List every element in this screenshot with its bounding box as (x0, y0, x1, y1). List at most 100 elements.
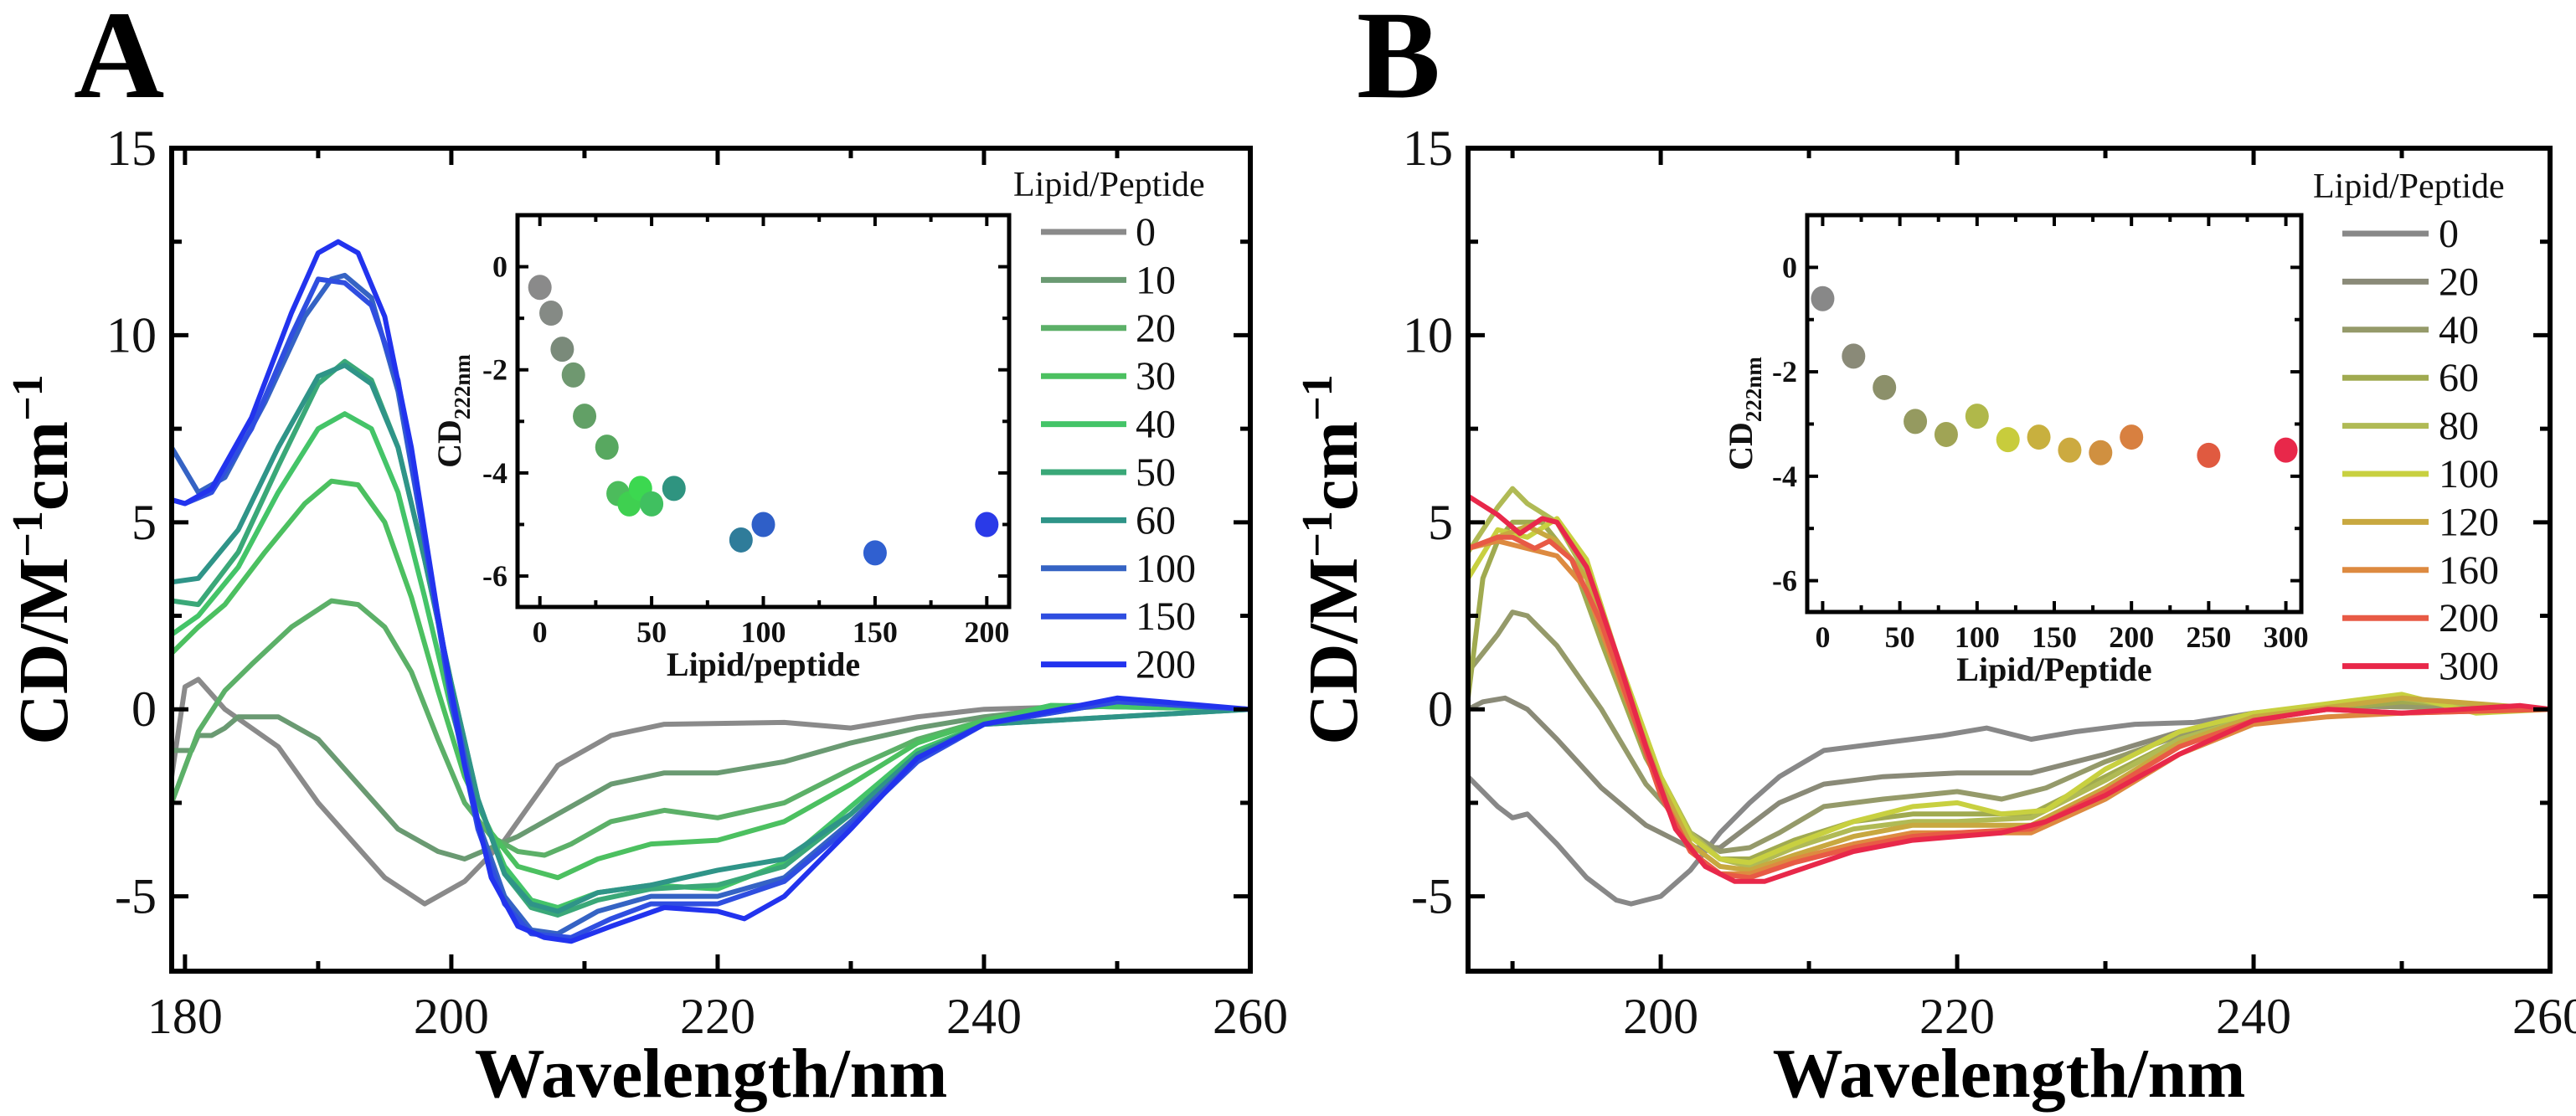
legend-label: 0 (1136, 210, 1156, 255)
inset-data-point (662, 476, 686, 501)
inset-data-point (975, 512, 999, 537)
inset-data-point (2058, 437, 2082, 463)
series-line-20 (172, 598, 1250, 858)
x-tick-label: 180 (147, 989, 223, 1044)
legend-item: 60 (1041, 498, 1176, 543)
inset-x-axis-title: Lipid/Peptide (1956, 651, 2151, 688)
inset-data-point (539, 301, 564, 326)
x-axis-title: Wavelength/nm (475, 1035, 948, 1113)
legend-item: 10 (1041, 258, 1176, 302)
legend-item: 40 (2342, 308, 2479, 352)
series-lines (1468, 486, 2550, 907)
inset-data-point (863, 540, 887, 566)
inset-data-point (640, 491, 664, 517)
inset-x-tick-label: 300 (2264, 620, 2309, 654)
inset-x-tick-label: 150 (853, 615, 898, 649)
panel-letter: A (74, 0, 164, 125)
y-tick-label: 0 (1428, 681, 1453, 737)
inset-data-point (1996, 427, 2020, 453)
legend-title: Lipid/Peptide (2313, 167, 2505, 206)
legend-label: 60 (2439, 356, 2479, 400)
inset-chart: 0 50 100 150 200 250 300 0 -2 -4 -6 Lipid/Peptide CD… (1722, 213, 2309, 688)
x-tick-label: 260 (2512, 989, 2576, 1044)
x-tick-label: 200 (1623, 989, 1698, 1044)
legend-label: 300 (2439, 645, 2499, 689)
inset-chart: 0 50 100 150 200 0 -2 -4 -6 Lipid/peptide CD222nm (430, 213, 1012, 683)
legend-item: 150 (1041, 594, 1196, 639)
y-tick-label: 5 (1428, 495, 1453, 550)
legend-label: 80 (2439, 404, 2479, 449)
legend-label: 20 (2439, 260, 2479, 304)
inset-y-tick-label: -4 (1772, 460, 1797, 493)
inset-x-tick-label: 150 (2032, 620, 2077, 654)
legend-item: 60 (2342, 356, 2479, 400)
inset-y-axis-title: CD222nm (1722, 357, 1766, 471)
legend-item: 300 (2342, 645, 2499, 689)
legend-item: 200 (1041, 643, 1196, 687)
x-tick-label: 220 (680, 989, 755, 1044)
inset-y-axis-title-sub: 222nm (450, 354, 475, 420)
legend-item: 40 (1041, 403, 1176, 447)
series-line-60 (172, 363, 1250, 914)
legend-label: 200 (2439, 596, 2499, 640)
inset-data-point (1811, 285, 1835, 311)
inset-data-point (1904, 409, 1928, 435)
inset-data-point (1965, 404, 1989, 429)
y-axis-title: CD/M−1cm−1 (1294, 374, 1373, 745)
legend-label: 100 (2439, 452, 2499, 496)
legend-item: 80 (2342, 404, 2479, 449)
legend-label: 100 (1136, 547, 1196, 591)
y-axis-title-sup: −1 (4, 374, 52, 421)
inset-x-tick-label: 100 (1955, 620, 2000, 654)
legend-item: 50 (1041, 450, 1176, 495)
inset-y-tick-label: -2 (482, 353, 507, 387)
inset-data-point (1873, 374, 1897, 400)
inset-data-point (2089, 440, 2113, 465)
inset-y-tick-label: -6 (482, 559, 507, 593)
y-axis-title-base: CD/M (5, 558, 83, 745)
x-tick-label: 240 (946, 989, 1022, 1044)
plot-frame (169, 146, 1253, 974)
inset-data-point (1842, 343, 1866, 369)
inset-y-tick-label: -6 (1772, 564, 1797, 598)
legend-label: 160 (2439, 548, 2499, 593)
inset-x-tick-label: 200 (964, 615, 1009, 649)
y-axis-title-mid: cm (5, 421, 83, 511)
inset-frame (515, 213, 1012, 609)
inset-y-tick-label: -4 (482, 456, 507, 490)
legend-item: 20 (2342, 260, 2479, 304)
legend-label: 40 (2439, 308, 2479, 352)
inset-x-tick-label: 100 (741, 615, 786, 649)
inset-y-axis-title-base: CD (430, 419, 468, 468)
series-line-0 (1468, 702, 2550, 907)
panel-letter: B (1357, 0, 1440, 125)
inset-x-tick-label: 250 (2186, 620, 2231, 654)
y-tick-label: -5 (1411, 869, 1453, 924)
inset-data-point (2027, 424, 2051, 450)
y-axis-title-base: CD/M (1295, 558, 1373, 745)
legend-item: 20 (1041, 306, 1176, 351)
y-tick-label: 5 (131, 495, 157, 550)
y-tick-label: -5 (115, 869, 157, 924)
legend-label: 150 (1136, 594, 1196, 639)
legend-label: 10 (1136, 258, 1176, 302)
legend-label: 120 (2439, 500, 2499, 544)
series-line-120 (1468, 523, 2550, 873)
legend-item: 160 (2342, 548, 2499, 593)
inset-data-point (2274, 437, 2298, 463)
inset-y-axis-title: CD222nm (430, 354, 475, 468)
series-line-200 (172, 239, 1250, 944)
y-tick-label: 15 (106, 121, 157, 176)
y-tick-label: 10 (1403, 307, 1453, 363)
inset-x-tick-label: 0 (1815, 620, 1830, 654)
inset-x-tick-label: 50 (636, 615, 667, 649)
inset-data-point (2197, 442, 2221, 468)
legend-label: 50 (1136, 450, 1176, 495)
y-tick-label: 10 (106, 307, 157, 363)
series-line-200 (1468, 534, 2550, 881)
inset-data-point (528, 275, 552, 301)
y-tick-label: 15 (1403, 121, 1453, 176)
y-axis-title-sup: −1 (1294, 374, 1342, 421)
